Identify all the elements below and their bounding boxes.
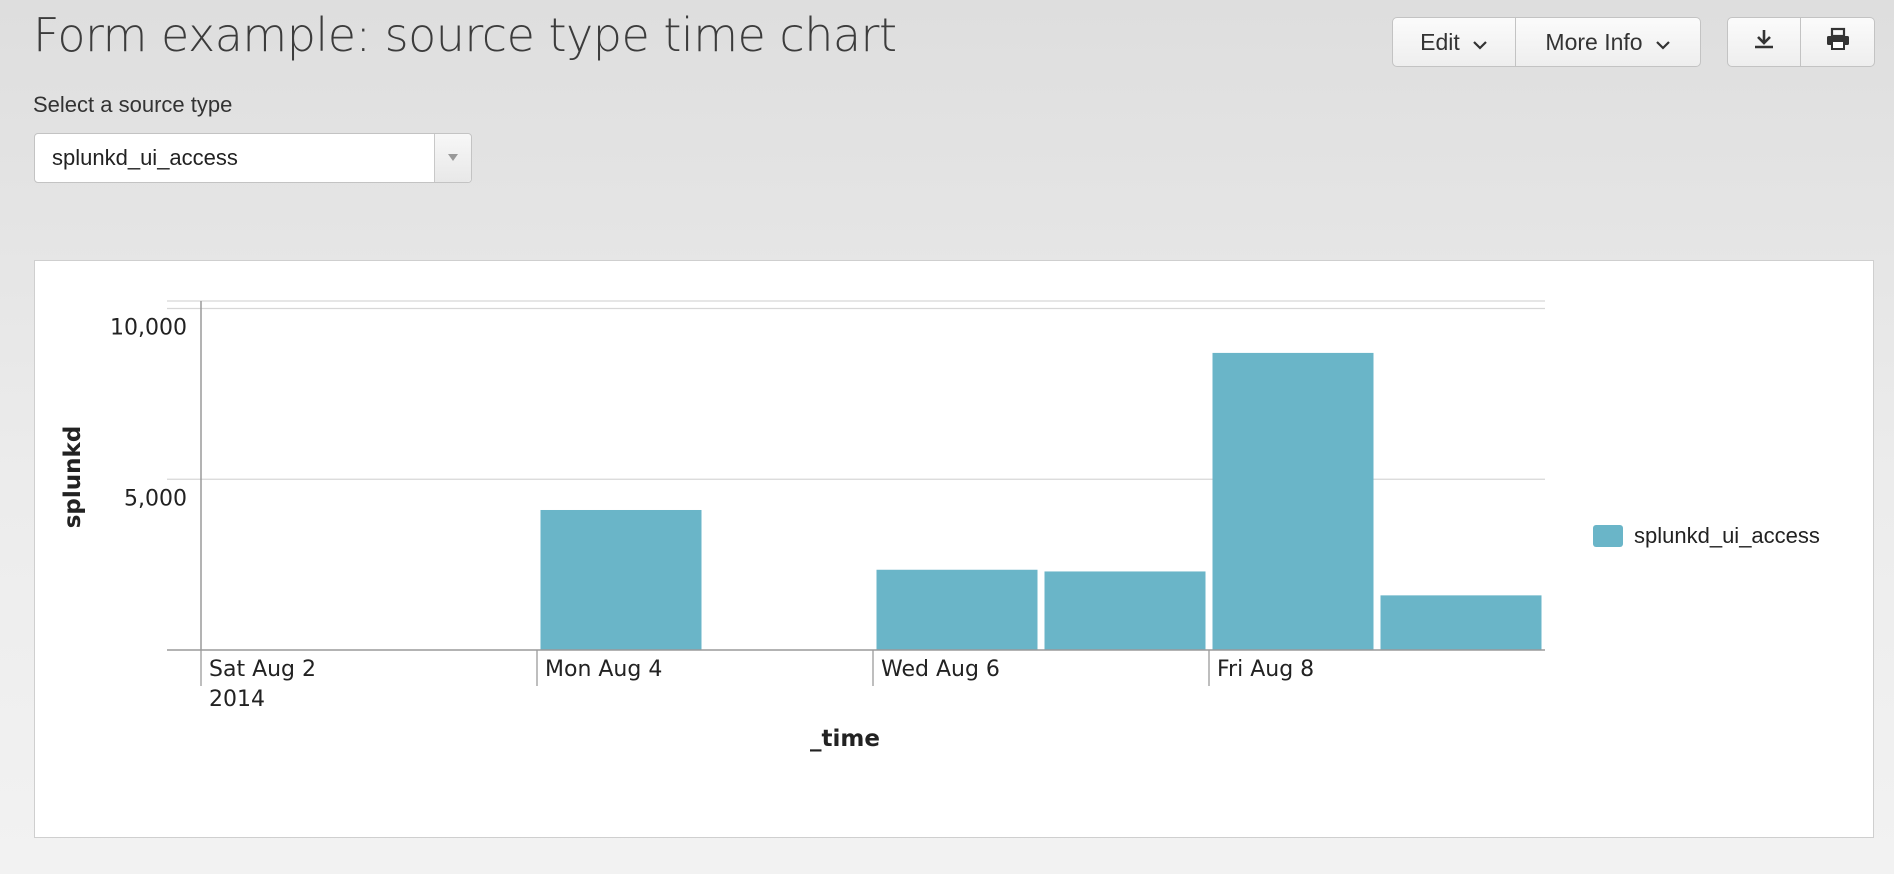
source-type-label: Select a source type [33,92,233,117]
x-tick-label: Sat Aug 2 [209,657,316,682]
chevron-down-icon [1655,29,1671,56]
x-axis-title: _time [810,726,880,752]
x-tick-sublabel: 2014 [209,687,265,712]
edit-button[interactable]: Edit [1392,17,1516,67]
bar [1380,595,1542,650]
chart-panel: 5,000 10,000 Sat Aug 2 2014 Mon Aug 4 Wed Aug… [34,260,1874,838]
source-type-dropdown[interactable]: splunkd_ui_access [34,133,472,183]
legend-label[interactable]: splunkd_ui_access [1634,523,1820,548]
more-info-button[interactable]: More Info [1516,17,1701,67]
page-title: Form example: source type time chart [33,8,897,62]
bar [540,509,702,650]
export-actions [1727,17,1875,67]
caret-down-icon [447,149,459,167]
more-info-button-label: More Info [1545,28,1643,55]
export-button[interactable] [1727,17,1801,67]
dropdown-toggle[interactable] [434,134,471,182]
dashboard-actions: Edit More Info [1392,17,1701,67]
x-tick-label: Wed Aug 6 [881,657,1000,682]
print-button[interactable] [1801,17,1875,67]
download-icon [1752,27,1776,57]
x-tick-label: Fri Aug 8 [1217,657,1314,682]
bar [1044,571,1206,650]
source-type-selected-value: splunkd_ui_access [52,145,238,170]
y-tick-label: 10,000 [110,316,187,341]
y-tick-label: 5,000 [124,486,187,511]
chevron-down-icon [1472,29,1488,56]
chart-legend: splunkd_ui_access [1593,523,1820,549]
print-icon [1825,27,1851,57]
bar [1212,352,1374,650]
edit-button-label: Edit [1420,28,1460,55]
bar [876,569,1038,650]
chart: 5,000 10,000 Sat Aug 2 2014 Mon Aug 4 Wed Aug… [60,300,1545,752]
y-axis-title: splunkd [60,426,86,529]
x-tick-label: Mon Aug 4 [545,657,662,682]
legend-swatch [1593,525,1623,547]
